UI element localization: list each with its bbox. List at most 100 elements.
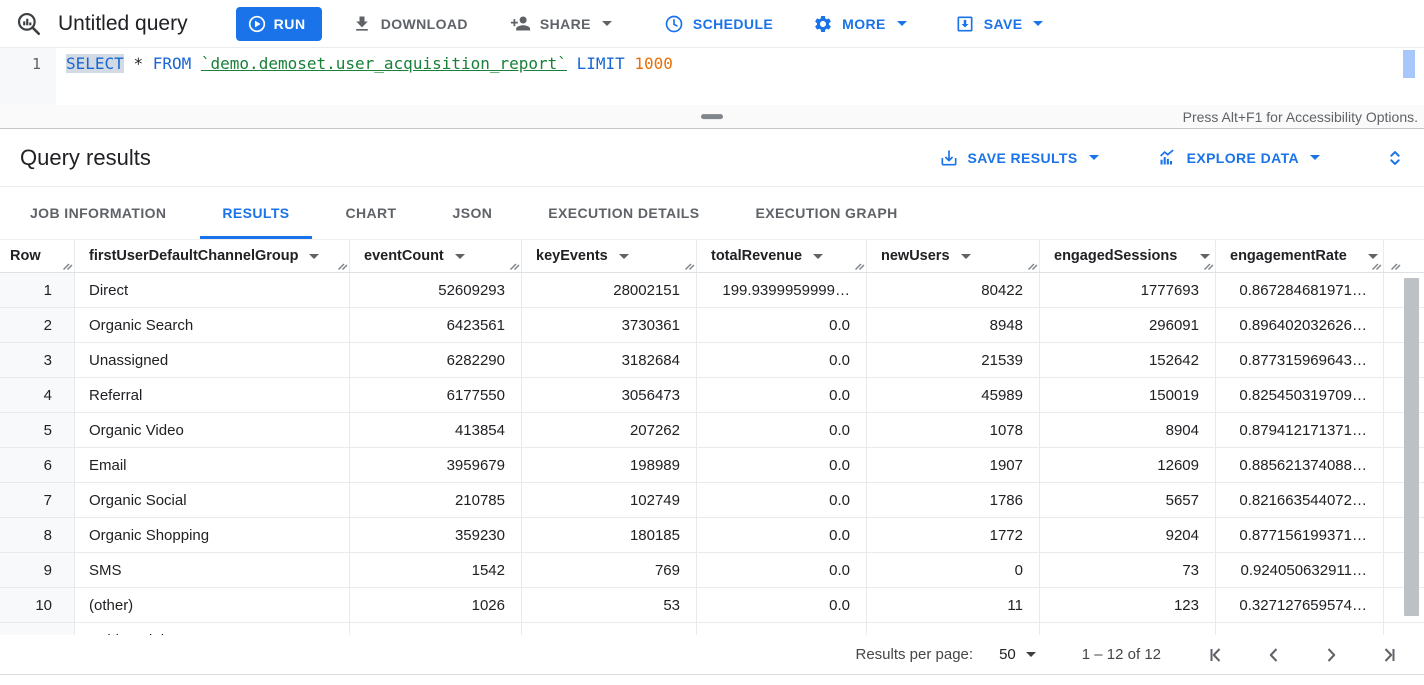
- run-button[interactable]: RUN: [235, 6, 322, 41]
- cell-eventCount: 6177550: [350, 378, 522, 412]
- cell-eventCount: 1542: [350, 553, 522, 587]
- cell-totalRevenue: 0.0: [697, 588, 867, 622]
- column-menu-icon[interactable]: [960, 253, 971, 259]
- tab-chart[interactable]: CHART: [345, 205, 397, 221]
- table-reference-link[interactable]: `demo.demoset.user_acquisition_report`: [200, 54, 567, 73]
- sql-token: SELECT: [66, 54, 124, 73]
- cell-engagementRate: 0.821663544072…: [1216, 483, 1384, 517]
- column-menu-icon[interactable]: [813, 253, 824, 259]
- column-header-engagementRate[interactable]: engagementRate: [1216, 240, 1384, 272]
- share-button[interactable]: SHARE: [506, 13, 616, 34]
- next-page-button[interactable]: [1319, 643, 1343, 667]
- cell-firstUserDefaultChannelGroup: Organic Video: [75, 413, 350, 447]
- column-resize-grip[interactable]: [1026, 259, 1038, 271]
- tab-execution-details[interactable]: EXECUTION DETAILS: [548, 205, 700, 221]
- row-number: 7: [0, 483, 75, 517]
- cell-engagementRate: 0.877315969643…: [1216, 343, 1384, 377]
- query-results-header: Query results SAVE RESULTS EXPLORE DATA: [0, 129, 1424, 187]
- gear-icon: [815, 15, 831, 32]
- cell-totalRevenue: 0.0: [697, 308, 867, 342]
- column-resize-grip[interactable]: [508, 259, 520, 271]
- row-number: 10: [0, 588, 75, 622]
- tab-execution-graph[interactable]: EXECUTION GRAPH: [755, 205, 898, 221]
- column-resize-grip[interactable]: [61, 259, 73, 271]
- cell-firstUserDefaultChannelGroup: Organic Shopping: [75, 518, 350, 552]
- sql-code-line[interactable]: SELECT * FROM `demo.demoset.user_acquisi…: [56, 48, 673, 105]
- column-resize-grip[interactable]: [1389, 259, 1401, 271]
- column-header-totalRevenue[interactable]: totalRevenue: [697, 240, 867, 272]
- column-header-engagedSessions[interactable]: engagedSessions: [1040, 240, 1216, 272]
- cell-keyEvents: 207262: [522, 413, 697, 447]
- column-menu-icon[interactable]: [1368, 253, 1378, 259]
- column-resize-grip[interactable]: [336, 259, 348, 271]
- splitter-drag-handle[interactable]: [701, 113, 723, 119]
- tab-job-information[interactable]: JOB INFORMATION: [30, 205, 167, 221]
- bigquery-query-icon: [17, 12, 41, 35]
- cell-keyEvents: 3182684: [522, 343, 697, 377]
- column-header-eventCount[interactable]: eventCount: [350, 240, 522, 272]
- cell-newUsers: 21539: [867, 343, 1040, 377]
- cell-eventCount: 413854: [350, 413, 522, 447]
- results-table: Row firstUserDefaultChannelGroup eventCoun…: [0, 240, 1424, 635]
- table-scrollbar-thumb[interactable]: [1404, 278, 1419, 616]
- cell-newUsers: 8948: [867, 308, 1040, 342]
- column-menu-icon[interactable]: [618, 253, 629, 259]
- cell-keyEvents: 494: [522, 623, 697, 635]
- cell-newUsers: 80422: [867, 273, 1040, 307]
- save-results-button[interactable]: SAVE RESULTS: [939, 148, 1099, 168]
- cell-keyEvents: 180185: [522, 518, 697, 552]
- save-icon: [957, 16, 973, 31]
- cell-firstUserDefaultChannelGroup: Email: [75, 448, 350, 482]
- editor-scrollbar-thumb[interactable]: [1403, 50, 1415, 78]
- first-page-button[interactable]: [1205, 643, 1229, 667]
- query-results-title: Query results: [20, 144, 151, 170]
- column-header-keyEvents[interactable]: keyEvents: [522, 240, 697, 272]
- tab-json[interactable]: JSON: [452, 205, 493, 221]
- column-resize-grip[interactable]: [1202, 259, 1214, 271]
- column-menu-icon[interactable]: [309, 253, 320, 259]
- clock-icon: [665, 15, 683, 32]
- column-resize-grip[interactable]: [1370, 259, 1382, 271]
- cell-engagedSessions: 5657: [1040, 483, 1216, 517]
- editor-status-strip: Press Alt+F1 for Accessibility Options.: [0, 105, 1424, 129]
- table-row: 7 Organic Social 210785 102749 0.0 1786 5657 0.…: [0, 483, 1424, 518]
- chevron-down-icon: [1310, 155, 1320, 160]
- column-resize-grip[interactable]: [853, 259, 865, 271]
- column-menu-icon[interactable]: [1200, 253, 1210, 259]
- explore-data-button[interactable]: EXPLORE DATA: [1157, 147, 1320, 168]
- last-page-button[interactable]: [1376, 643, 1400, 667]
- sql-editor[interactable]: 1 SELECT * FROM `demo.demoset.user_acqui…: [0, 48, 1424, 105]
- row-number: 9: [0, 553, 75, 587]
- tab-results[interactable]: RESULTS: [194, 187, 317, 239]
- cell-keyEvents: 53: [522, 588, 697, 622]
- cell-engagedSessions: 1777693: [1040, 273, 1216, 307]
- cell-eventCount: 887: [350, 623, 522, 635]
- cell-eventCount: 52609293: [350, 273, 522, 307]
- row-number: 4: [0, 378, 75, 412]
- column-header-row[interactable]: Row: [0, 240, 75, 272]
- cell-eventCount: 210785: [350, 483, 522, 517]
- sql-token: 1000: [634, 54, 673, 73]
- page-size-select[interactable]: 50: [999, 646, 1036, 663]
- cell-keyEvents: 3056473: [522, 378, 697, 412]
- column-menu-icon[interactable]: [454, 253, 465, 259]
- download-button[interactable]: DOWNLOAD: [348, 14, 472, 34]
- previous-page-button[interactable]: [1262, 643, 1286, 667]
- cell-engagementRate: 1.0: [1216, 623, 1384, 635]
- sql-token: FROM: [152, 54, 192, 73]
- cell-totalRevenue: 0.0: [697, 378, 867, 412]
- column-header-newUsers[interactable]: newUsers: [867, 240, 1040, 272]
- column-resize-grip[interactable]: [683, 259, 695, 271]
- cell-engagementRate: 0.825450319709…: [1216, 378, 1384, 412]
- sql-token: LIMIT: [576, 54, 625, 73]
- table-row: 9 SMS 1542 769 0.0 0 73 0.924050632911…: [0, 553, 1424, 588]
- more-button[interactable]: MORE: [809, 14, 911, 34]
- cell-engagementRate: 0.879412171371…: [1216, 413, 1384, 447]
- expand-results-button[interactable]: [1384, 147, 1406, 169]
- column-header-firstUserDefaultChannelGroup[interactable]: firstUserDefaultChannelGroup: [75, 240, 350, 272]
- cell-totalRevenue: 199.9399959999…: [697, 273, 867, 307]
- row-number: 6: [0, 448, 75, 482]
- person-add-icon: [510, 16, 531, 31]
- save-button[interactable]: SAVE: [951, 14, 1048, 34]
- schedule-button[interactable]: SCHEDULE: [660, 14, 777, 34]
